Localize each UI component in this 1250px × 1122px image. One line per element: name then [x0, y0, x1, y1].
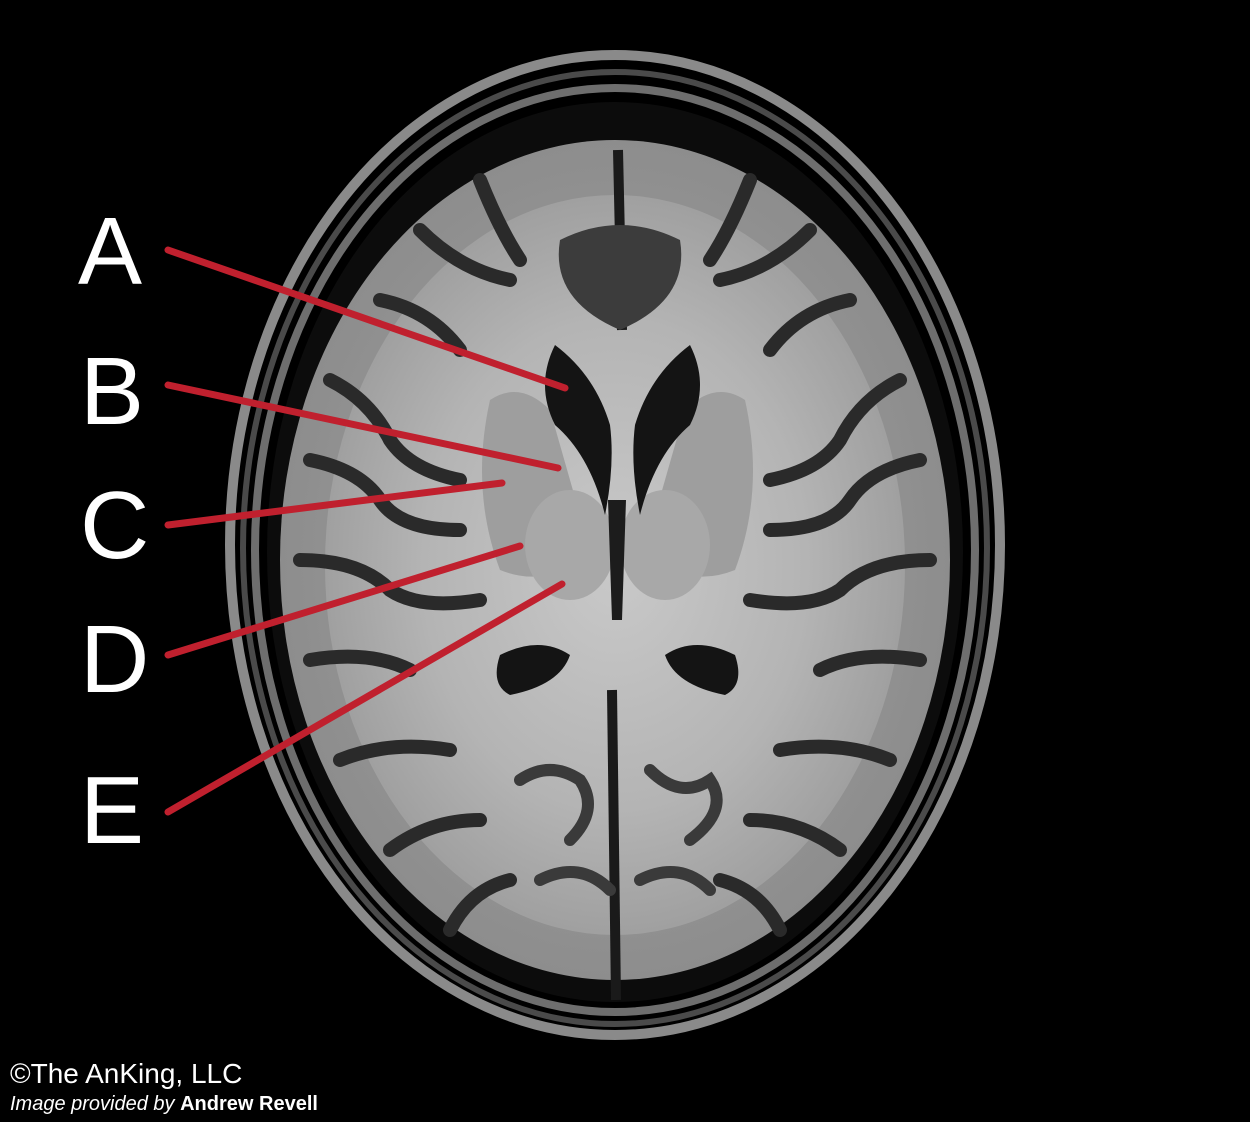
leader-line-c — [164, 479, 506, 529]
leader-line-a — [164, 246, 569, 392]
brain-parenchyma — [280, 140, 950, 1001]
label-b: B — [80, 338, 145, 445]
leader-line-b — [164, 381, 562, 472]
leader-line-d — [164, 542, 524, 659]
leader-lines — [164, 246, 569, 816]
label-c: C — [80, 472, 150, 579]
image-credit: Image provided by Andrew Revell — [10, 1093, 318, 1116]
copyright-notice: ©The AnKing, LLC — [10, 1058, 243, 1089]
image-credit-author: Andrew Revell — [180, 1093, 318, 1115]
leader-line-e — [164, 580, 566, 816]
label-e: E — [80, 757, 145, 864]
label-a: A — [78, 198, 143, 305]
image-credit-prefix: Image provided by — [10, 1093, 175, 1115]
label-d: D — [80, 606, 150, 713]
